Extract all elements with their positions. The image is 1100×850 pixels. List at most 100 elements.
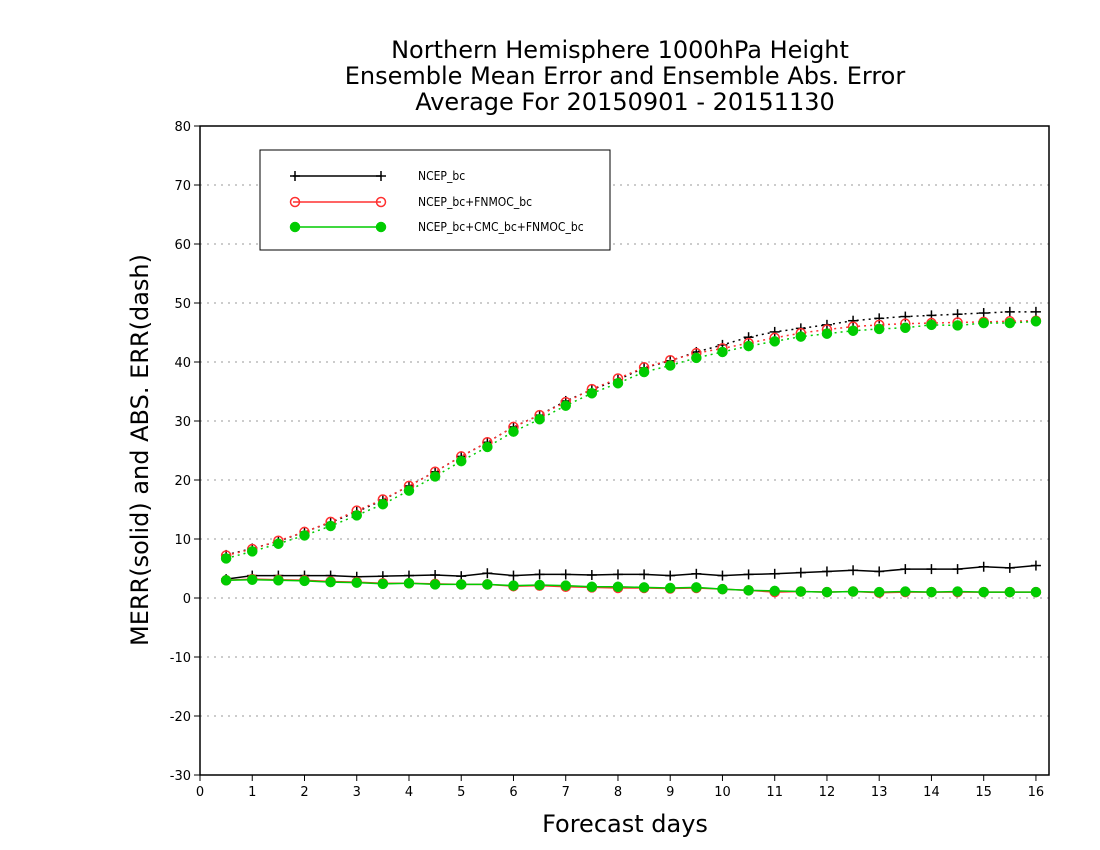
x-tick-label: 5	[457, 785, 465, 800]
marker-filled-circle	[403, 485, 415, 496]
marker-filled-circle	[325, 520, 336, 532]
x-tick-label: 0	[196, 785, 204, 800]
legend-label: NCEP_bc+CMC_bc+FNMOC_bc	[418, 220, 584, 234]
x-tick-label: 13	[871, 785, 888, 800]
series-ncep-bc	[221, 306, 1041, 585]
x-tick-label: 4	[405, 785, 413, 800]
marker-filled-circle	[664, 360, 676, 371]
x-tick-label: 2	[300, 785, 308, 800]
x-axis-title: Forecast days	[542, 810, 708, 838]
marker-filled-circle	[900, 586, 911, 597]
title-line-2: Ensemble Mean Error and Ensemble Abs. Er…	[345, 62, 906, 90]
marker-filled-circle	[1004, 317, 1016, 329]
marker-filled-circle	[534, 413, 545, 425]
plot-frame	[199, 125, 1050, 776]
y-tick-label: 70	[174, 179, 191, 194]
abs-err-line	[225, 319, 1036, 557]
marker-filled-circle	[482, 579, 493, 590]
marker-filled-circle	[299, 530, 310, 541]
x-tick-label: 1	[248, 785, 256, 800]
x-tick-label: 9	[666, 785, 674, 800]
marker-filled-circle	[534, 579, 545, 591]
y-axis-title: MERR(solid) and ABS. ERR(dash)	[126, 254, 154, 646]
marker-filled-circle	[612, 377, 624, 389]
marker-filled-circle	[586, 388, 598, 399]
y-tick-label: -30	[170, 769, 191, 784]
marker-filled-circle	[375, 221, 387, 233]
marker-filled-circle	[289, 221, 301, 233]
y-tick-label: -20	[170, 710, 191, 725]
marker-filled-circle	[220, 575, 232, 586]
y-tick-label: 30	[174, 415, 191, 430]
legend-box	[259, 149, 611, 251]
x-tick-label: 8	[614, 785, 622, 800]
marker-filled-circle	[455, 579, 467, 590]
x-tick-label: 14	[923, 785, 940, 800]
marker-filled-circle	[847, 325, 859, 336]
marker-filled-circle	[743, 340, 754, 352]
marker-filled-circle	[873, 586, 885, 598]
y-tick-label: 10	[174, 533, 191, 548]
marker-filled-circle	[664, 582, 676, 594]
marker-filled-circle	[769, 336, 780, 347]
marker-filled-circle	[952, 320, 963, 331]
legend-label: NCEP_bc+FNMOC_bc	[418, 195, 532, 209]
marker-filled-circle	[978, 317, 989, 329]
marker-filled-circle	[560, 400, 571, 411]
marker-filled-circle	[900, 322, 911, 334]
marker-filled-circle	[377, 498, 389, 510]
marker-open-circle	[289, 196, 301, 208]
marker-filled-circle	[691, 582, 702, 593]
marker-filled-circle	[429, 579, 441, 590]
marker-filled-circle	[246, 546, 258, 557]
y-tick-label: 60	[174, 238, 191, 253]
marker-filled-circle	[612, 581, 624, 593]
marker-filled-circle	[429, 471, 441, 482]
grid-lines	[200, 184, 1049, 717]
x-tick-label: 6	[509, 785, 517, 800]
marker-filled-circle	[351, 577, 362, 588]
marker-filled-circle	[455, 455, 467, 467]
marker-filled-circle	[926, 319, 937, 331]
marker-filled-circle	[351, 510, 362, 521]
y-tick-label: 80	[174, 120, 191, 135]
marker-filled-circle	[691, 352, 702, 364]
marker-filled-circle	[403, 578, 415, 589]
merr-line	[226, 564, 1037, 580]
marker-filled-circle	[717, 583, 728, 595]
marker-filled-circle	[821, 586, 833, 598]
marker-filled-circle	[638, 582, 650, 593]
marker-filled-circle	[821, 328, 833, 339]
title-line-3: Average For 20150901 - 20151130	[415, 88, 835, 116]
marker-filled-circle	[508, 426, 519, 437]
y-tick-label: 0	[183, 592, 191, 607]
series-layer	[220, 306, 1042, 598]
y-tick-label: 20	[174, 474, 191, 489]
marker-filled-circle	[847, 586, 859, 597]
marker-filled-circle	[220, 553, 232, 564]
x-tick-label: 7	[562, 785, 570, 800]
marker-filled-circle	[273, 538, 284, 549]
abs-err-line	[225, 311, 1036, 556]
legend-label: NCEP_bc	[418, 169, 465, 183]
chart-title: Northern Hemisphere 1000hPa Height Ensem…	[345, 36, 906, 116]
marker-open-circle	[375, 196, 387, 208]
marker-filled-circle	[978, 586, 989, 598]
x-tick-label: 11	[766, 785, 783, 800]
x-tick-label: 16	[1028, 785, 1045, 800]
marker-filled-circle	[325, 576, 336, 588]
marker-filled-circle	[273, 575, 284, 586]
marker-filled-circle	[638, 366, 650, 378]
marker-filled-circle	[795, 586, 807, 597]
series-ncep-bc-fnmoc-bc	[220, 315, 1042, 598]
marker-filled-circle	[952, 586, 963, 597]
marker-filled-circle	[299, 575, 310, 587]
marker-filled-circle	[377, 578, 389, 590]
x-tick-label: 10	[714, 785, 731, 800]
marker-filled-circle	[873, 323, 885, 335]
x-tick-label: 3	[353, 785, 361, 800]
marker-filled-circle	[482, 441, 493, 453]
y-tick-label: 40	[174, 356, 191, 371]
